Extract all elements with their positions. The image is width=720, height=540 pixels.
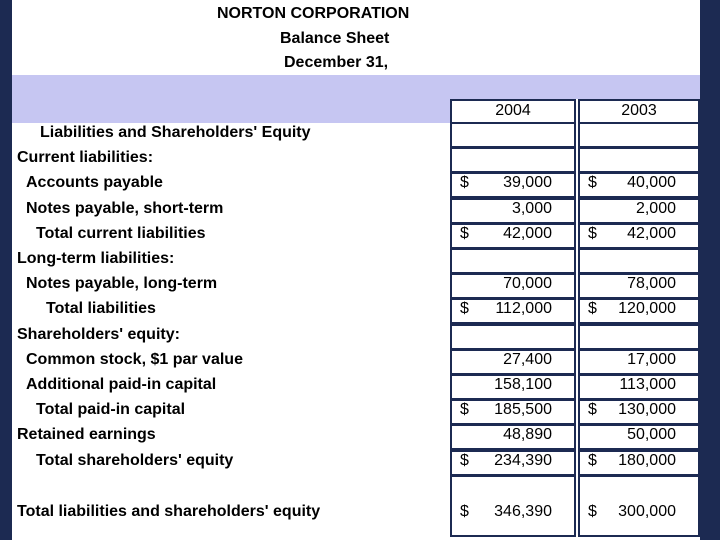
amount: 180,000 <box>618 451 676 469</box>
amount: 78,000 <box>627 275 676 293</box>
row-label: Total liabilities and shareholders' equi… <box>17 502 321 520</box>
amount: 112,000 <box>495 300 552 318</box>
header-band <box>12 99 450 123</box>
amount: 185,500 <box>494 401 552 419</box>
row-label: Long-term liabilities: <box>17 250 175 267</box>
value-cell <box>578 172 700 199</box>
amount: 158,100 <box>494 376 552 393</box>
statement-title: Balance Sheet <box>280 30 390 47</box>
amount: 42,000 <box>627 224 676 242</box>
row-label: Total shareholders' equity <box>36 451 234 469</box>
dollar-sign: $ <box>588 502 597 520</box>
column-header-cell <box>578 99 700 124</box>
value-cell <box>450 273 576 300</box>
dollar-sign: $ <box>460 174 469 192</box>
value-cell <box>578 399 700 426</box>
value-cell <box>578 273 700 300</box>
value-cell <box>450 172 576 199</box>
amount: 27,400 <box>503 350 552 368</box>
value-cell <box>450 348 576 375</box>
value-cell <box>578 474 700 537</box>
amount: 40,000 <box>627 174 676 192</box>
row-label: Accounts payable <box>26 174 163 192</box>
amount: 346,390 <box>494 502 552 520</box>
dollar-sign: $ <box>588 224 597 242</box>
value-cell <box>450 197 576 224</box>
value-cell <box>450 222 576 249</box>
amount: 130,000 <box>618 401 676 419</box>
dollar-sign: $ <box>588 401 597 419</box>
amount: 234,390 <box>494 451 552 469</box>
amount: 39,000 <box>503 174 552 192</box>
row-label: Total liabilities <box>46 300 156 318</box>
statement-date: December 31, <box>284 54 389 71</box>
value-cell <box>450 399 576 426</box>
value-cell <box>578 222 700 249</box>
row-label: Total current liabilities <box>36 224 206 242</box>
dollar-sign: $ <box>460 224 469 242</box>
value-cell <box>450 122 576 148</box>
amount: 3,000 <box>511 199 552 217</box>
amount: 113,000 <box>619 376 676 393</box>
value-cell <box>450 298 576 325</box>
amount: 42,000 <box>503 224 552 242</box>
row-label: Notes payable, long-term <box>26 275 218 293</box>
value-cell <box>578 147 700 174</box>
amount: 70,000 <box>503 275 552 293</box>
row-label: Total paid-in capital <box>36 401 186 419</box>
value-cell <box>450 147 576 174</box>
row-label: Current liabilities: <box>17 149 154 167</box>
value-cell <box>450 374 576 400</box>
row-label: Retained earnings <box>17 426 156 444</box>
amount: 17,000 <box>627 350 676 368</box>
amount: 120,000 <box>618 300 676 318</box>
row-label: Shareholders' equity: <box>17 325 180 343</box>
amount: 2,000 <box>635 199 676 217</box>
value-cell <box>578 323 700 350</box>
row-label: Additional paid-in capital <box>26 376 217 393</box>
amount: 50,000 <box>627 426 676 444</box>
column-header: 2003 <box>621 102 657 119</box>
company-name: NORTON CORPORATION <box>217 5 410 22</box>
dollar-sign: $ <box>588 451 597 469</box>
row-label: Notes payable, short-term <box>26 199 224 217</box>
value-cell <box>578 449 700 476</box>
value-cell <box>450 323 576 350</box>
dollar-sign: $ <box>460 300 469 318</box>
value-cell <box>450 248 576 274</box>
dollar-sign: $ <box>588 174 597 192</box>
value-cell <box>450 424 576 451</box>
value-cell <box>450 474 576 537</box>
value-cell <box>578 122 700 148</box>
amount: 48,890 <box>503 426 552 444</box>
dollar-sign: $ <box>588 300 597 318</box>
row-label: Liabilities and Shareholders' Equity <box>40 124 311 141</box>
dollar-sign: $ <box>460 451 469 469</box>
value-cell <box>578 197 700 224</box>
row-label: Common stock, $1 par value <box>26 350 243 368</box>
value-cell <box>450 449 576 476</box>
column-header: 2004 <box>495 102 531 119</box>
dollar-sign: $ <box>460 401 469 419</box>
value-cell <box>578 348 700 375</box>
value-cell <box>578 374 700 400</box>
value-cell <box>578 424 700 451</box>
dollar-sign: $ <box>460 502 469 520</box>
value-cell <box>578 248 700 274</box>
sheet: NORTON CORPORATION Balance Sheet Decembe… <box>12 0 700 540</box>
amount: 300,000 <box>618 502 676 520</box>
header-band <box>12 75 700 99</box>
value-cell <box>578 298 700 325</box>
